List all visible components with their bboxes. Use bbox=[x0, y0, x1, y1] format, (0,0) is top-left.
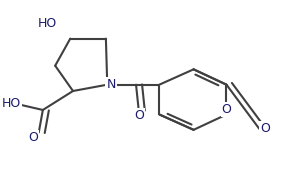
Text: O: O bbox=[222, 103, 232, 116]
Text: O: O bbox=[260, 122, 270, 135]
Text: O: O bbox=[28, 130, 38, 144]
Text: O: O bbox=[134, 109, 144, 122]
Text: HO: HO bbox=[38, 17, 58, 30]
Text: HO: HO bbox=[1, 97, 21, 110]
Text: N: N bbox=[107, 78, 116, 91]
